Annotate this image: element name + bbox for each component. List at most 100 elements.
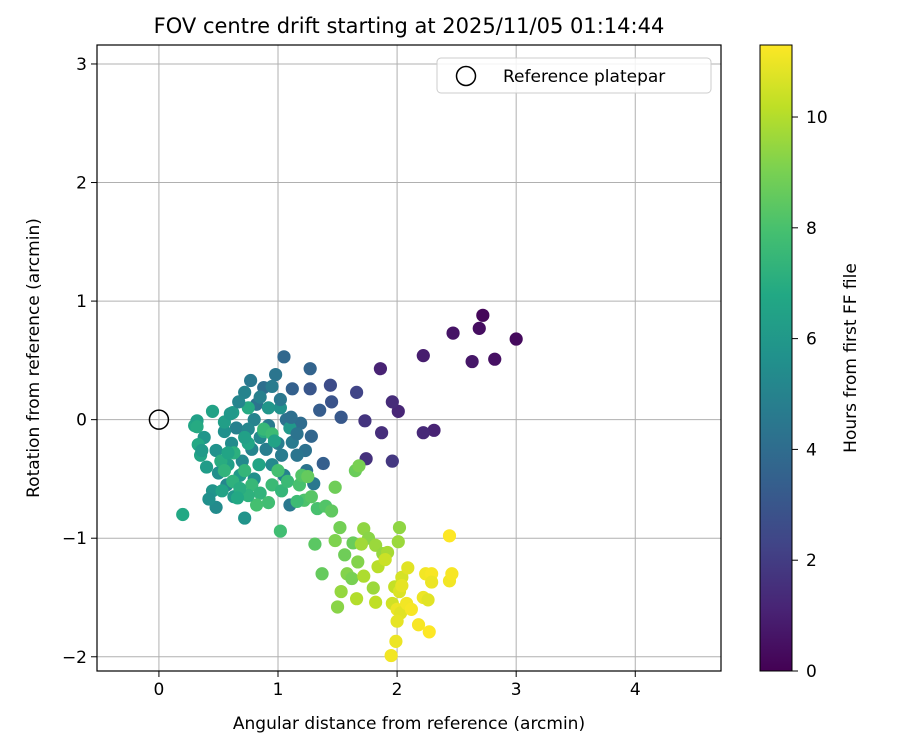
data-point: [427, 423, 441, 437]
data-point: [269, 367, 283, 382]
data-point: [303, 382, 317, 396]
data-point: [241, 401, 255, 415]
data-point: [333, 520, 347, 535]
x-tick-label: 0: [154, 680, 165, 700]
data-point: [199, 460, 214, 474]
data-point: [350, 385, 364, 399]
data-point: [411, 618, 426, 632]
data-point: [345, 571, 359, 586]
legend: Reference platepar: [436, 57, 712, 94]
data-point: [324, 504, 339, 518]
data-point: [442, 529, 457, 543]
data-point: [280, 474, 295, 488]
data-point: [274, 484, 289, 498]
data-point: [416, 426, 430, 440]
data-point: [223, 407, 237, 421]
data-point: [205, 404, 220, 418]
data-point: [334, 410, 348, 424]
data-point: [373, 362, 388, 376]
data-point: [472, 321, 486, 335]
colorbar: [759, 44, 793, 672]
data-point: [389, 634, 403, 648]
data-point: [221, 446, 235, 460]
data-point: [217, 464, 232, 478]
data-point: [304, 490, 318, 504]
data-point: [304, 429, 318, 443]
data-point: [378, 552, 392, 567]
data-point: [328, 480, 342, 494]
data-point: [385, 395, 399, 409]
data-point: [290, 448, 304, 462]
data-point: [369, 595, 383, 609]
y-tick-label: 3: [76, 55, 87, 75]
axis-ticks: 0 1 2 3 4 −2 −1 0 1 2 3: [62, 55, 641, 700]
data-point: [476, 308, 490, 322]
data-point: [384, 648, 398, 663]
data-point: [274, 448, 289, 462]
data-point: [392, 520, 407, 535]
grid: [97, 45, 721, 671]
y-tick-label: 0: [76, 411, 87, 431]
data-point: [352, 459, 366, 473]
data-point: [354, 537, 368, 551]
data-point: [316, 456, 330, 471]
plot-frame: [96, 44, 722, 672]
data-point: [328, 533, 342, 548]
data-point: [404, 602, 418, 616]
data-point: [330, 600, 345, 614]
y-axis-label: Rotation from reference (arcmin): [24, 218, 44, 498]
colorbar-tick-label: 2: [806, 551, 817, 571]
data-point: [323, 378, 338, 392]
data-point: [358, 414, 372, 428]
data-point: [401, 561, 415, 575]
data-point: [357, 569, 371, 583]
data-point: [395, 579, 409, 593]
y-tick-label: −2: [62, 648, 87, 668]
x-tick-label: 4: [630, 680, 641, 700]
data-point: [238, 430, 252, 445]
data-point: [445, 567, 459, 581]
data-point: [351, 555, 365, 569]
data-point: [294, 416, 308, 430]
data-point: [209, 443, 223, 458]
data-point: [229, 421, 243, 435]
x-tick-label: 2: [392, 680, 403, 700]
legend-label: Reference platepar: [503, 67, 665, 87]
data-point: [446, 326, 460, 340]
colorbar-tick-label: 10: [806, 108, 828, 128]
colorbar-tick-label: 0: [806, 662, 817, 682]
data-point: [290, 494, 304, 509]
data-point: [253, 486, 267, 500]
data-point: [253, 390, 267, 404]
data-point: [202, 492, 216, 506]
data-point: [509, 332, 523, 346]
data-point: [245, 478, 259, 492]
x-axis-label: Angular distance from reference (arcmin): [233, 714, 585, 734]
data-point: [252, 458, 266, 472]
data-point: [195, 443, 209, 458]
data-point: [261, 401, 276, 415]
data-point: [230, 491, 245, 505]
colorbar-tick-label: 8: [806, 219, 817, 239]
data-point: [265, 379, 279, 394]
data-point: [391, 404, 405, 418]
data-point: [425, 575, 439, 589]
data-point: [334, 584, 348, 599]
data-point: [301, 469, 315, 484]
data-point: [366, 581, 380, 595]
colorbar-ticks: 0 2 4 6 8 10: [792, 108, 828, 682]
data-point: [261, 496, 276, 510]
data-point: [238, 464, 252, 478]
data-point: [176, 507, 190, 522]
data-point: [308, 537, 322, 551]
data-point: [265, 478, 279, 492]
x-tick-label: 1: [273, 680, 284, 700]
data-point: [284, 410, 298, 424]
data-point: [259, 442, 273, 456]
data-point: [247, 413, 261, 427]
data-point: [416, 349, 430, 363]
data-point: [421, 593, 435, 607]
x-tick-label: 3: [511, 680, 522, 700]
data-point: [285, 382, 299, 396]
